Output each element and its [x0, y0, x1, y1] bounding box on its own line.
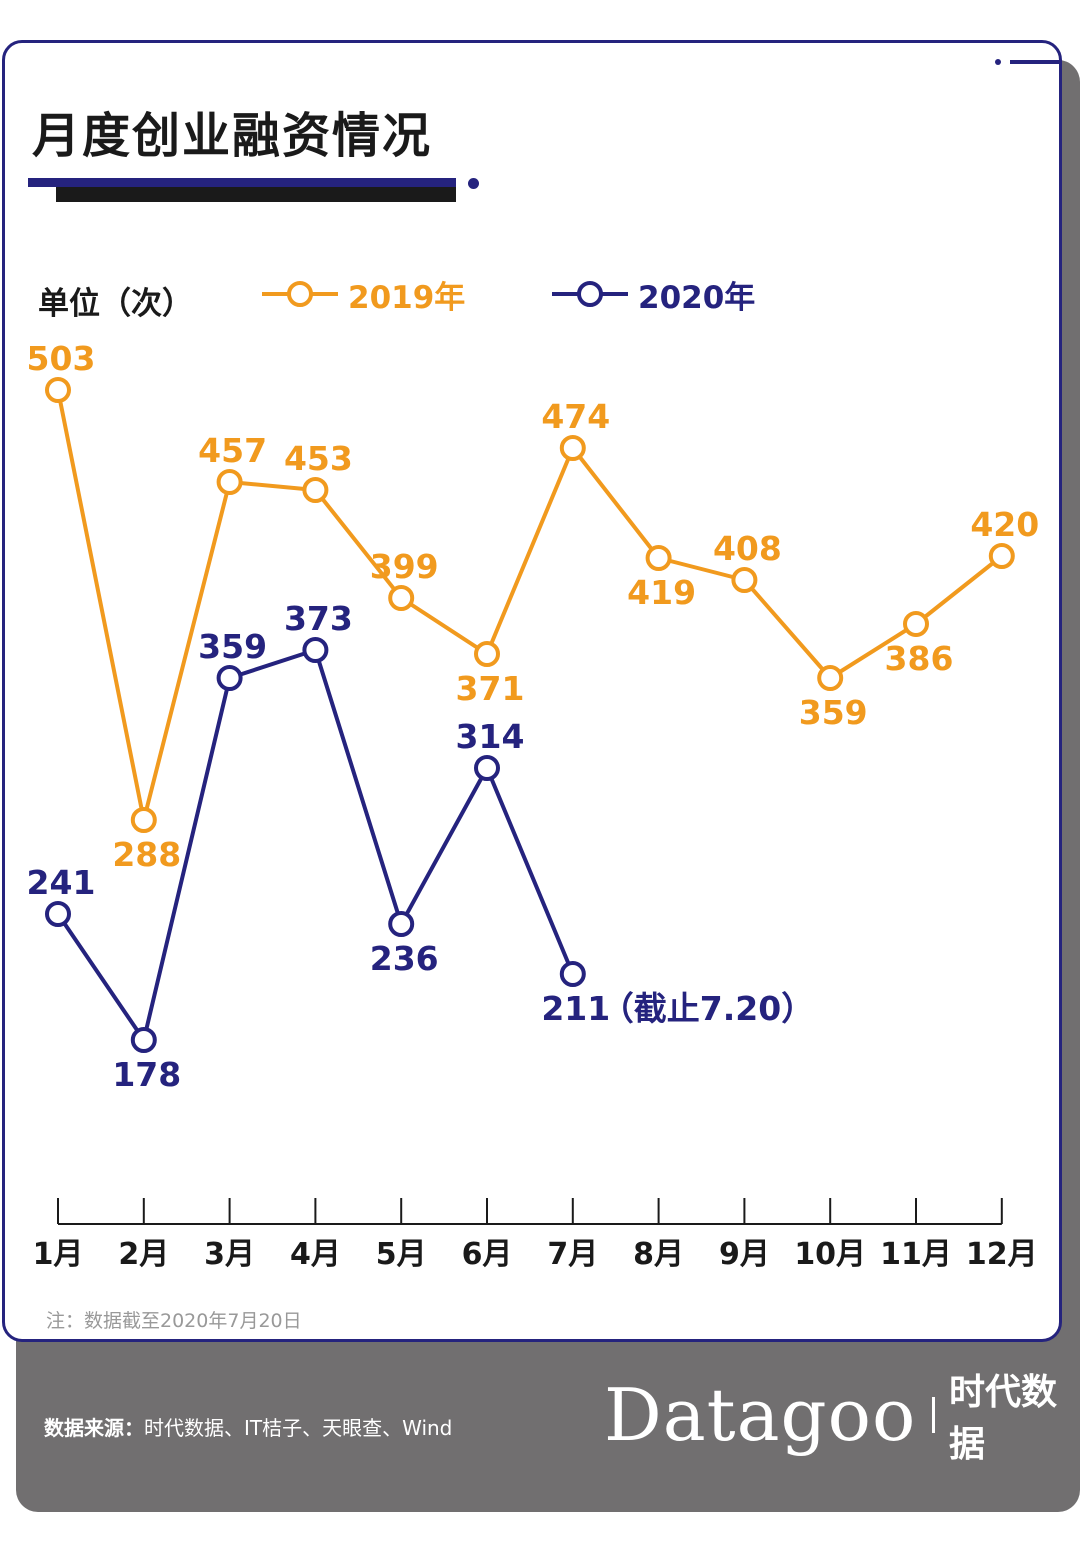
legend-item-2019: 2019年 [262, 272, 465, 316]
data-label: 359 [198, 627, 267, 666]
data-point [474, 755, 500, 781]
data-label: 408 [713, 529, 782, 568]
x-tick-label: 3月 [204, 1237, 255, 1272]
source-text: 时代数据、IT桔子、天眼查、Wind [144, 1416, 453, 1440]
legend-item-2020: 2020年 [552, 272, 755, 316]
data-label: 236 [370, 939, 439, 978]
data-label: 386 [885, 639, 954, 678]
brand-name-cn: 时代数据 [949, 1372, 1058, 1465]
data-point [45, 901, 71, 927]
x-tick-label: 5月 [376, 1237, 427, 1272]
data-label: 371 [456, 669, 525, 708]
data-point [45, 377, 71, 403]
brand-name: Datagoo [604, 1373, 917, 1457]
data-point [302, 637, 329, 663]
chart-card [2, 40, 1062, 1342]
data-label: 457 [198, 431, 267, 470]
brand-logo: Datagoo 时代数据 [604, 1370, 1080, 1465]
data-label: 420 [970, 505, 1039, 544]
data-source: 数据来源：时代数据、IT桔子、天眼查、Wind [44, 1412, 452, 1441]
data-label: 373 [284, 599, 353, 638]
data-point [903, 611, 929, 637]
data-label: 359 [799, 693, 868, 732]
x-tick-label: 6月 [462, 1237, 513, 1272]
title-underline-dot [468, 178, 479, 189]
legend-label-2019: 2019年 [348, 279, 466, 316]
data-label: 241 [27, 863, 96, 902]
data-point [216, 469, 243, 495]
data-label: 503 [27, 339, 96, 378]
data-point [388, 585, 415, 611]
data-point [216, 665, 243, 691]
data-label: 399 [370, 547, 439, 586]
data-label: 211 [541, 989, 610, 1028]
legend-marker-2019-icon [262, 281, 338, 307]
data-point [559, 961, 586, 987]
data-point [388, 911, 415, 937]
title-underline-blue [28, 178, 456, 187]
data-point [130, 807, 157, 833]
data-point [559, 435, 586, 461]
chart-note: 注：数据截至2020年7月20日 [46, 1310, 302, 1332]
data-label: 453 [284, 439, 353, 478]
x-tick-label: 4月 [290, 1237, 341, 1272]
data-point [130, 1027, 157, 1053]
corner-decoration-line [1010, 60, 1062, 64]
x-tick-label: 11月 [880, 1237, 952, 1272]
source-label: 数据来源： [44, 1416, 144, 1440]
data-label: 419 [627, 573, 696, 612]
data-annotation: （截止7.20） [601, 989, 814, 1028]
unit-label: 单位（次） [38, 286, 193, 322]
data-point [817, 665, 844, 691]
data-label: 288 [112, 835, 181, 874]
chart-title: 月度创业融资情况 [32, 108, 433, 164]
legend-label-2020: 2020年 [638, 279, 756, 316]
title-underline-black [56, 186, 456, 202]
x-tick-label: 9月 [719, 1237, 770, 1272]
brand-separator [932, 1397, 936, 1433]
data-label: 314 [456, 717, 525, 756]
x-tick-label: 7月 [547, 1237, 598, 1272]
data-point [302, 477, 329, 503]
x-tick-label: 10月 [794, 1237, 866, 1272]
x-tick-label: 2月 [118, 1237, 169, 1272]
x-tick-label: 1月 [33, 1237, 84, 1272]
data-point [988, 543, 1015, 569]
corner-decoration-dot [995, 59, 1001, 65]
x-tick-label: 8月 [633, 1237, 684, 1272]
data-point [645, 545, 672, 571]
data-point [731, 567, 758, 593]
data-point [474, 641, 500, 667]
data-label: 178 [112, 1055, 181, 1094]
legend-marker-2020-icon [552, 281, 628, 307]
data-label: 474 [541, 397, 610, 436]
series-line-2019年 [56, 389, 1004, 822]
x-tick-label: 12月 [966, 1237, 1038, 1272]
